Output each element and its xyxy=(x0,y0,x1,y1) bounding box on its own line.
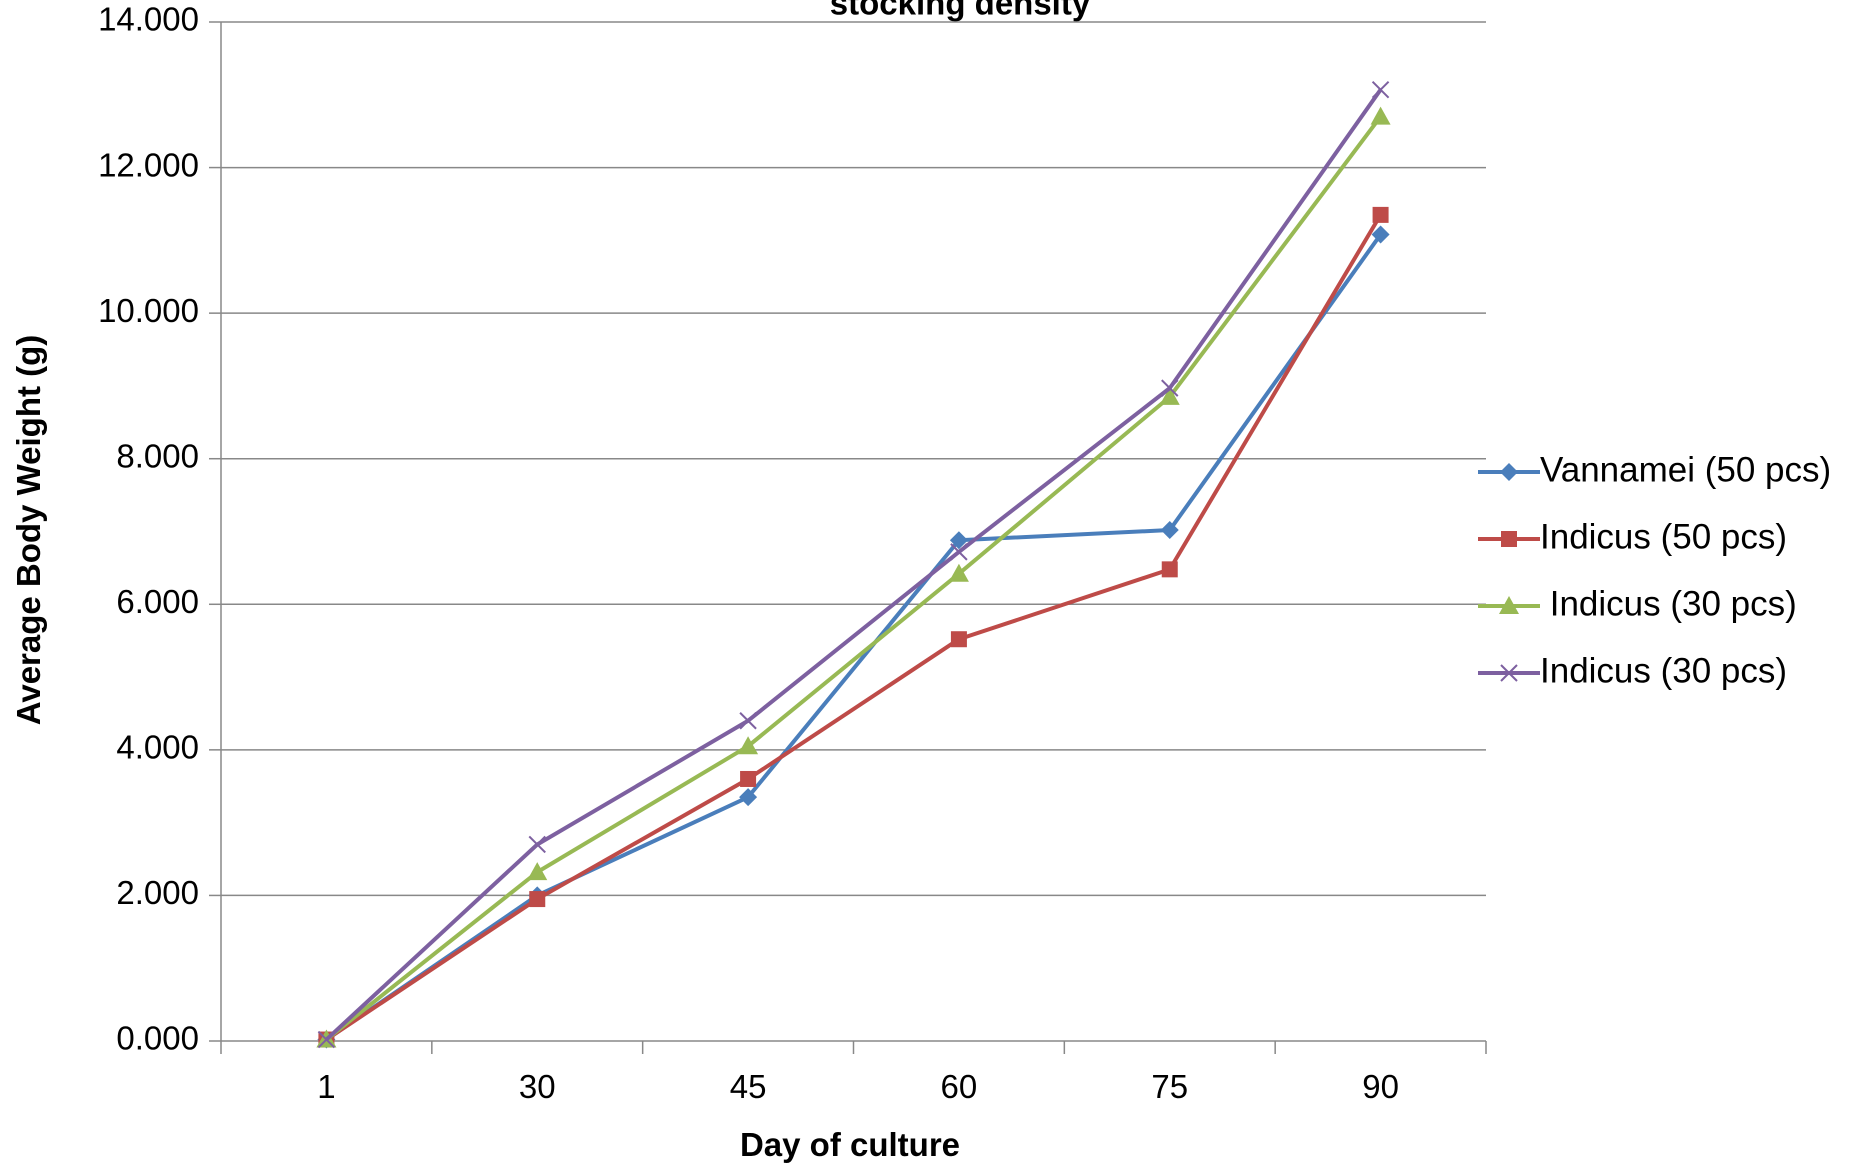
x-tick-label: 45 xyxy=(730,1068,767,1105)
series-4 xyxy=(318,82,1388,1048)
legend-item: Indicus (30 pcs) xyxy=(1478,651,1787,690)
axes xyxy=(209,22,1486,1054)
y-tick-labels: 0.000 2.000 4.000 6.000 8.000 10.000 12.000 14.… xyxy=(98,1,199,1057)
legend: Vannamei (50 pcs) Indicus (50 pcs) Indicu… xyxy=(1478,450,1831,690)
data-point xyxy=(1371,107,1391,125)
legend-item: Vannamei (50 pcs) xyxy=(1478,450,1831,489)
x-tick-label: 75 xyxy=(1151,1068,1188,1105)
x-tick-label: 30 xyxy=(519,1068,556,1105)
legend-label: Indicus (30 pcs) xyxy=(1540,584,1797,623)
y-tick-label: 6.000 xyxy=(116,583,199,620)
y-tick-label: 2.000 xyxy=(116,874,199,911)
data-point xyxy=(740,771,756,787)
legend-label: Indicus (30 pcs) xyxy=(1540,651,1787,690)
data-point xyxy=(1162,561,1178,577)
data-point xyxy=(527,862,547,880)
series-3 xyxy=(316,107,1390,1048)
series-group xyxy=(316,82,1390,1049)
data-point xyxy=(1373,82,1389,98)
data-point xyxy=(529,891,545,907)
series-2 xyxy=(318,207,1388,1048)
y-tick-label: 12.000 xyxy=(98,146,199,183)
series-line xyxy=(326,117,1380,1040)
gridlines xyxy=(221,22,1486,895)
legend-label: Vannamei (50 pcs) xyxy=(1540,450,1831,489)
legend-item: Indicus (30 pcs) xyxy=(1478,584,1797,623)
data-point xyxy=(740,713,756,729)
x-tick-label: 60 xyxy=(941,1068,978,1105)
legend-marker xyxy=(1501,531,1517,547)
legend-item: Indicus (50 pcs) xyxy=(1478,517,1787,556)
legend-marker xyxy=(1500,463,1518,481)
x-tick-label: 1 xyxy=(317,1068,335,1105)
data-point xyxy=(951,631,967,647)
data-point xyxy=(1373,207,1389,223)
x-tick-labels: 1 30 45 60 75 90 xyxy=(317,1068,1399,1105)
y-tick-label: 0.000 xyxy=(116,1020,199,1057)
y-tick-label: 4.000 xyxy=(116,729,199,766)
y-tick-label: 14.000 xyxy=(98,1,199,38)
series-line xyxy=(326,90,1380,1040)
y-tick-label: 8.000 xyxy=(116,437,199,474)
chart-title: stocking density xyxy=(830,0,1091,22)
legend-label: Indicus (50 pcs) xyxy=(1540,517,1787,556)
x-axis-title: Day of culture xyxy=(740,1126,960,1163)
y-tick-label: 10.000 xyxy=(98,292,199,329)
data-point xyxy=(529,836,545,852)
x-tick-label: 90 xyxy=(1362,1068,1399,1105)
y-axis-title: Average Body Weight (g) xyxy=(10,335,47,726)
